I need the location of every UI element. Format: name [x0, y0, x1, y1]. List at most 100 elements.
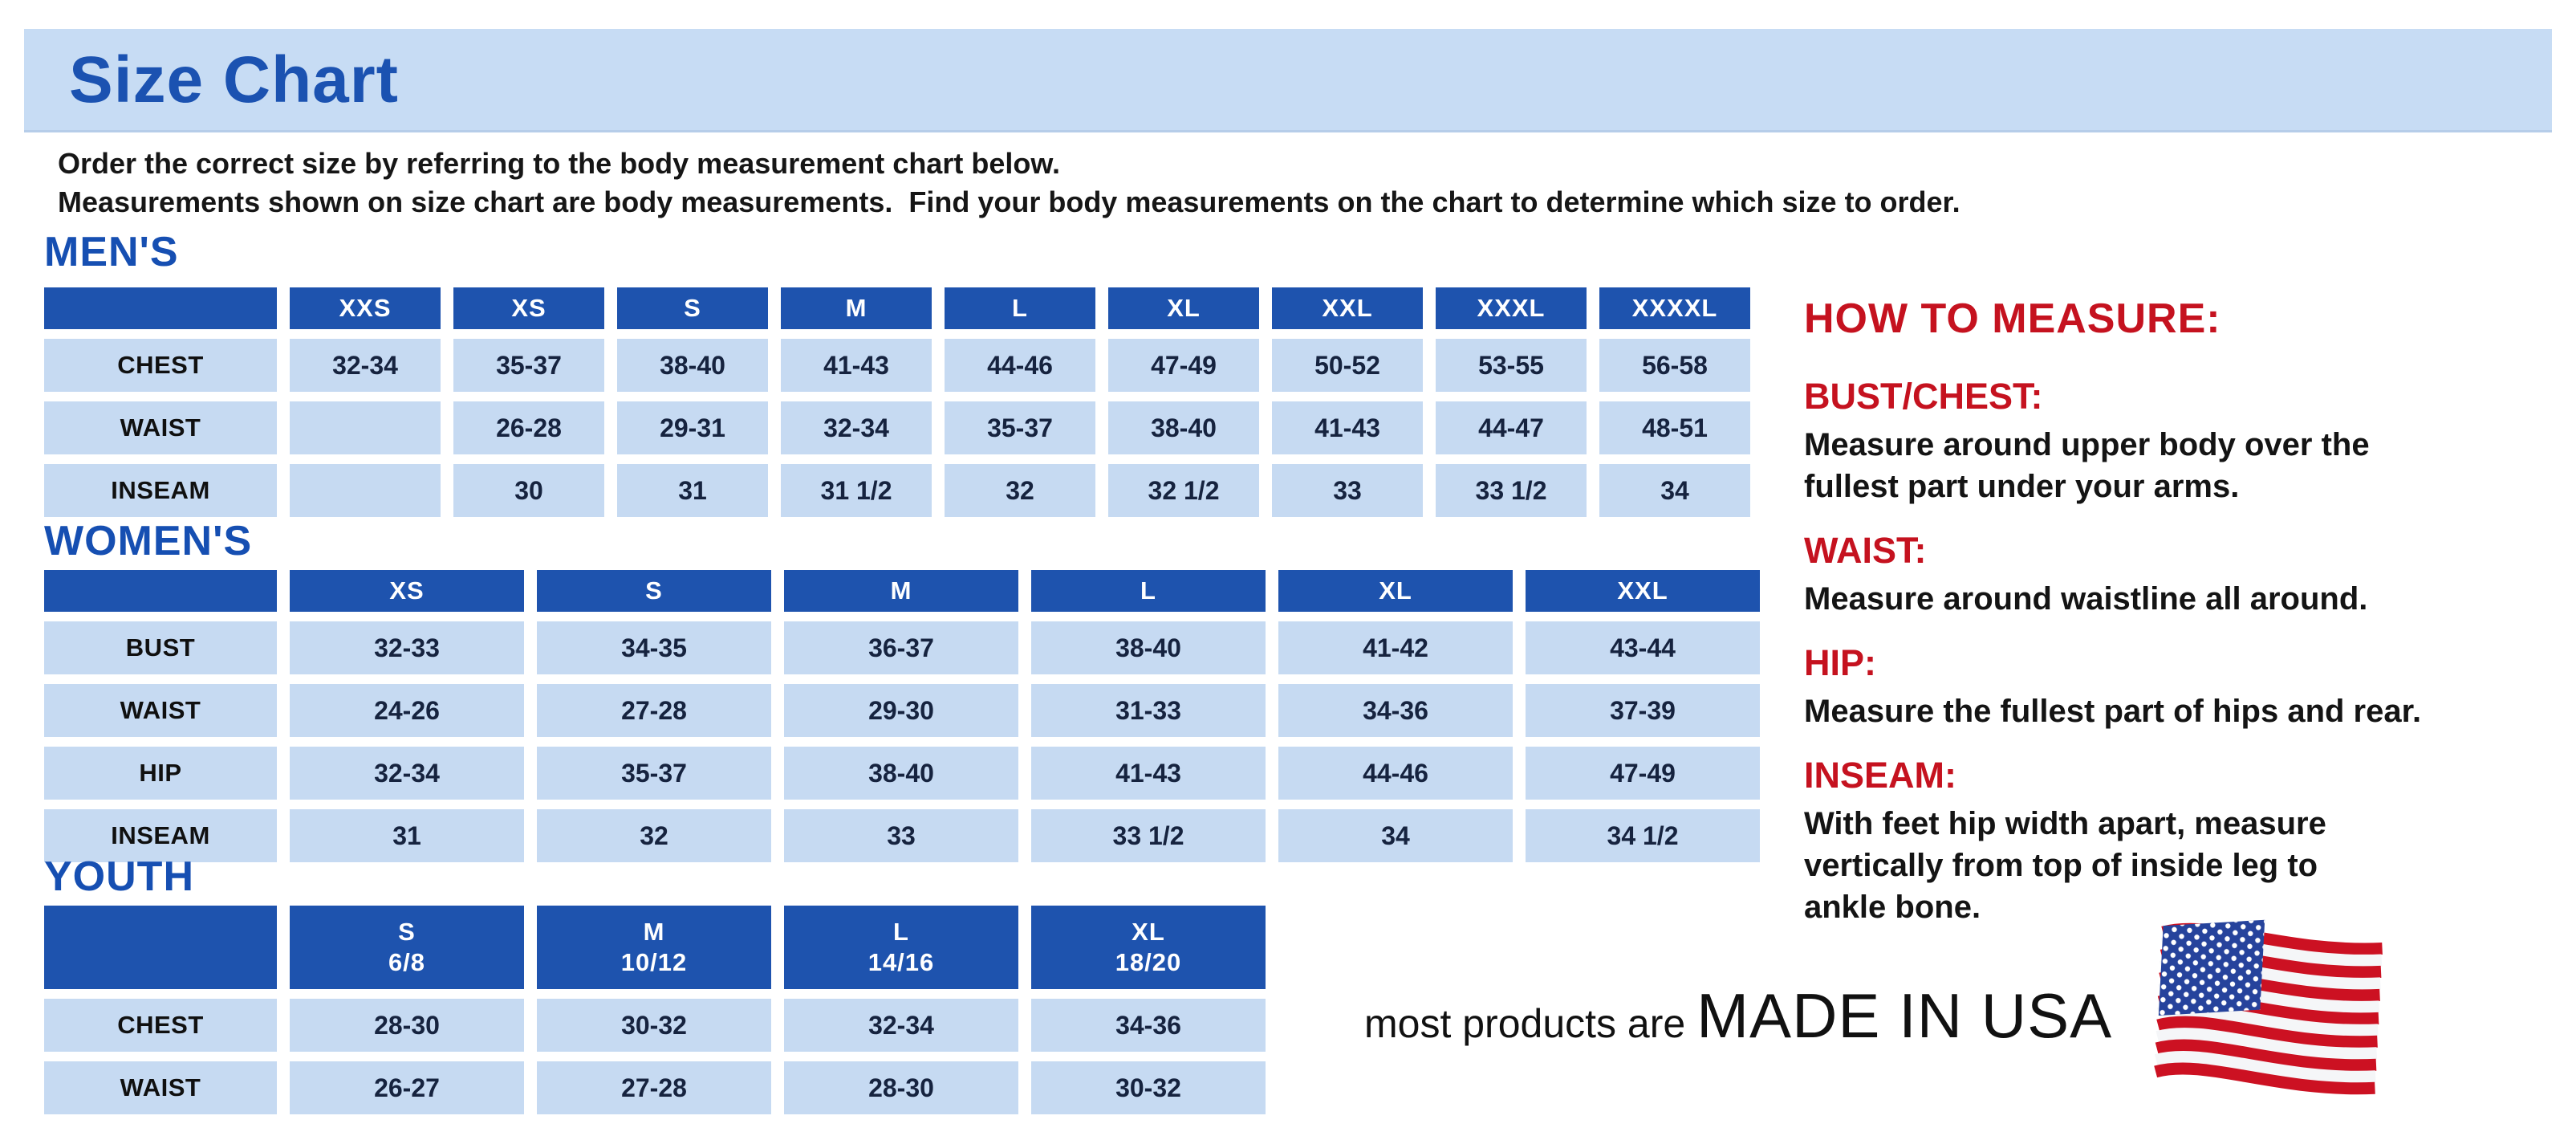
made-in-usa-text: most products are MADE IN USA: [1364, 979, 2112, 1053]
measure-text-bust-chest: Measure around upper body over the fulle…: [1804, 427, 2370, 504]
column-header: M: [781, 287, 932, 329]
row-label: INSEAM: [44, 809, 277, 862]
size-cell: 31 1/2: [781, 464, 932, 517]
size-cell: 32-34: [784, 999, 1018, 1052]
size-cell: 37-39: [1526, 684, 1760, 737]
column-header: XS: [453, 287, 604, 329]
size-cell: 47-49: [1526, 747, 1760, 800]
made-in-usa-banner: most products are MADE IN USA: [1364, 911, 2387, 1120]
size-cell: 43-44: [1526, 621, 1760, 674]
column-header: XXL: [1526, 570, 1760, 612]
size-cell: 27-28: [537, 1061, 771, 1114]
size-cell: [290, 401, 441, 454]
row-label: CHEST: [44, 339, 277, 392]
measure-text-waist: Measure around waistline all around.: [1804, 581, 2368, 617]
size-cell: 35-37: [453, 339, 604, 392]
column-header: XXL: [1272, 287, 1423, 329]
how-to-measure-panel: HOW TO MEASURE: BUST/CHEST: Measure arou…: [1804, 295, 2438, 951]
size-cell: 30-32: [1031, 1061, 1266, 1114]
size-cell: [290, 464, 441, 517]
size-cell: 48-51: [1599, 401, 1750, 454]
column-header: XS: [290, 570, 524, 612]
intro-text: Order the correct size by referring to t…: [58, 145, 1960, 222]
size-cell: 26-27: [290, 1061, 524, 1114]
size-cell: 35-37: [537, 747, 771, 800]
youth-size-table: S 6/8 M 10/12 L 14/16 XL 18/20 CHEST 28-…: [44, 906, 1266, 1114]
row-label: INSEAM: [44, 464, 277, 517]
column-header: M: [784, 570, 1018, 612]
column-header: XL: [1278, 570, 1513, 612]
size-cell: 34-35: [537, 621, 771, 674]
size-cell: 33: [784, 809, 1018, 862]
size-cell: 34 1/2: [1526, 809, 1760, 862]
size-cell: 53-55: [1436, 339, 1587, 392]
size-cell: 32-34: [781, 401, 932, 454]
measure-label-inseam: INSEAM:: [1804, 755, 1956, 796]
column-header: S: [537, 570, 771, 612]
size-cell: 38-40: [1108, 401, 1259, 454]
size-cell: 41-43: [1272, 401, 1423, 454]
size-cell: 34-36: [1031, 999, 1266, 1052]
made-in-usa-emphasis: MADE IN USA: [1696, 979, 2113, 1051]
section-heading-mens: MEN'S: [44, 229, 179, 275]
size-cell: 36-37: [784, 621, 1018, 674]
size-cell: 32-34: [290, 747, 524, 800]
size-cell: 38-40: [617, 339, 768, 392]
column-header: L: [945, 287, 1095, 329]
column-header: XL 18/20: [1031, 906, 1266, 989]
size-cell: 31-33: [1031, 684, 1266, 737]
size-cell: 44-46: [945, 339, 1095, 392]
corner-cell: [44, 287, 277, 329]
size-cell: 33 1/2: [1436, 464, 1587, 517]
title-banner: Size Chart: [24, 29, 2552, 132]
size-cell: 28-30: [290, 999, 524, 1052]
row-label: HIP: [44, 747, 277, 800]
section-heading-womens: WOMEN'S: [44, 518, 253, 564]
column-header: XL: [1108, 287, 1259, 329]
column-header: L: [1031, 570, 1266, 612]
column-header: L 14/16: [784, 906, 1018, 989]
intro-line-2: Measurements shown on size chart are bod…: [58, 185, 1960, 218]
size-cell: 26-28: [453, 401, 604, 454]
row-label: WAIST: [44, 684, 277, 737]
measure-text-hip: Measure the fullest part of hips and rea…: [1804, 694, 2422, 729]
size-cell: 44-47: [1436, 401, 1587, 454]
measure-text-inseam: With feet hip width apart, measure verti…: [1804, 806, 2326, 925]
womens-size-table: XS S M L XL XXL BUST 32-33 34-35 36-37 3…: [44, 570, 1760, 862]
size-cell: 30-32: [537, 999, 771, 1052]
made-in-usa-prefix: most products are: [1364, 1000, 1697, 1046]
page-title: Size Chart: [69, 43, 399, 116]
size-cell: 33: [1272, 464, 1423, 517]
size-cell: 31: [617, 464, 768, 517]
section-heading-youth: YOUTH: [44, 853, 194, 900]
size-cell: 41-43: [1031, 747, 1266, 800]
size-cell: 28-30: [784, 1061, 1018, 1114]
size-cell: 41-42: [1278, 621, 1513, 674]
row-label: WAIST: [44, 401, 277, 454]
corner-cell: [44, 906, 277, 989]
measure-label-bust-chest: BUST/CHEST:: [1804, 376, 2043, 417]
size-cell: 56-58: [1599, 339, 1750, 392]
size-cell: 24-26: [290, 684, 524, 737]
size-cell: 34-36: [1278, 684, 1513, 737]
how-to-measure-title: HOW TO MEASURE:: [1804, 295, 2221, 342]
corner-cell: [44, 570, 277, 612]
size-cell: 32-34: [290, 339, 441, 392]
row-label: WAIST: [44, 1061, 277, 1114]
row-label: CHEST: [44, 999, 277, 1052]
size-cell: 34: [1599, 464, 1750, 517]
size-cell: 34: [1278, 809, 1513, 862]
measure-label-waist: WAIST:: [1804, 530, 1927, 571]
size-cell: 32: [945, 464, 1095, 517]
measure-label-hip: HIP:: [1804, 642, 1876, 683]
column-header: XXXXL: [1599, 287, 1750, 329]
column-header: M 10/12: [537, 906, 771, 989]
column-header: S 6/8: [290, 906, 524, 989]
size-cell: 41-43: [781, 339, 932, 392]
size-cell: 50-52: [1272, 339, 1423, 392]
size-cell: 38-40: [1031, 621, 1266, 674]
column-header: XXXL: [1436, 287, 1587, 329]
size-cell: 30: [453, 464, 604, 517]
us-flag-icon: [2154, 919, 2383, 1095]
